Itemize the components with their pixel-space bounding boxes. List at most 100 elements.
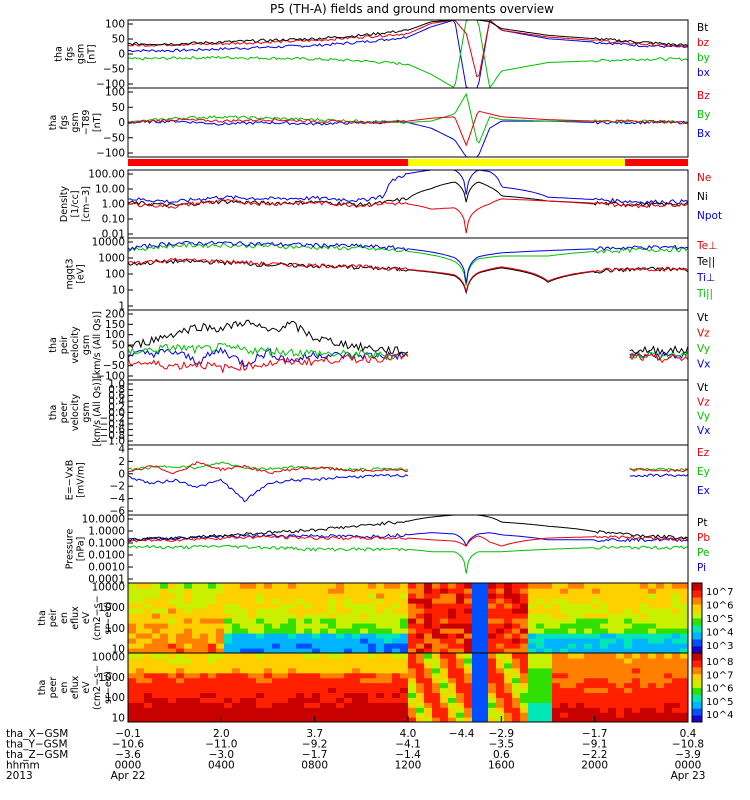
spectrogram-cell xyxy=(184,702,193,708)
spectrogram-cell xyxy=(240,692,249,698)
spectrogram-cell xyxy=(464,653,473,659)
spectrogram-cell xyxy=(632,687,641,694)
spectrogram-cell xyxy=(368,702,377,708)
spectrogram-cell xyxy=(664,677,673,684)
spectrogram-cell xyxy=(584,638,593,644)
spectrogram-cell xyxy=(384,588,393,594)
spectrogram-cell xyxy=(384,598,393,604)
spectrogram-cell xyxy=(152,593,161,599)
spectrogram-cell xyxy=(392,613,401,619)
spectrogram-cell xyxy=(416,613,425,619)
series-line-Vy xyxy=(128,342,688,361)
spectrogram-cell xyxy=(512,653,521,659)
spectrogram-cell xyxy=(312,603,321,609)
spectrogram-cell xyxy=(512,657,521,664)
spectrogram-cell xyxy=(392,672,401,679)
spectrogram-cell xyxy=(392,707,401,713)
spectrogram-cell xyxy=(552,717,561,722)
spectrogram-cell xyxy=(640,628,649,634)
ytick-label: 0 xyxy=(118,117,125,129)
spectrogram-cell xyxy=(464,712,473,718)
spectrogram-cell xyxy=(416,697,425,703)
spectrogram-cell xyxy=(648,717,657,722)
spectrogram-cell xyxy=(368,588,377,594)
spectrogram-cell xyxy=(360,712,369,718)
ephem-value: −11.0 xyxy=(205,739,237,751)
spectrogram-cell xyxy=(128,682,137,689)
spectrogram-cell xyxy=(192,692,201,698)
spectrogram-cell xyxy=(448,712,457,718)
spectrogram-cell xyxy=(496,588,505,594)
spectrogram-cell xyxy=(248,643,257,649)
spectrogram-cell xyxy=(576,633,585,639)
spectrogram-cell xyxy=(472,598,481,604)
spectrogram-cell xyxy=(392,687,401,694)
spectrogram-cell xyxy=(264,638,273,644)
spectrogram-cell xyxy=(640,613,649,619)
spectrogram-cell xyxy=(128,687,137,694)
spectrogram-cell xyxy=(256,638,265,644)
ytick-label: 0.0001 xyxy=(88,574,125,586)
spectrogram-cell xyxy=(504,692,513,698)
spectrogram-cell xyxy=(680,608,688,614)
spectrogram-cell xyxy=(200,702,209,708)
spectrogram-cell xyxy=(200,707,209,713)
spectrogram-cell xyxy=(216,697,225,703)
spectrogram-cell xyxy=(576,682,585,689)
spectrogram-cell xyxy=(216,628,225,634)
spectrogram-cell xyxy=(192,712,201,718)
spectrogram-cell xyxy=(440,692,449,698)
spectrogram-cell xyxy=(128,653,137,659)
spectrogram-cell xyxy=(624,697,633,703)
spectrogram-cell xyxy=(528,638,537,644)
spectrogram-cell xyxy=(448,687,457,694)
spectrogram-cell xyxy=(504,657,513,664)
spectrogram-cell xyxy=(320,692,329,698)
spectrogram-cell xyxy=(400,588,409,594)
spectrogram-cell xyxy=(520,588,529,594)
spectrogram-cell xyxy=(216,692,225,698)
spectrogram-cell xyxy=(464,648,473,653)
ephem-value: −10.8 xyxy=(672,739,704,751)
spectrogram-cell xyxy=(160,613,169,619)
legend-Vt: Vt xyxy=(697,312,708,324)
spectrogram-cell xyxy=(512,662,521,669)
spectrogram-cell xyxy=(608,707,617,713)
spectrogram-cell xyxy=(504,618,513,624)
spectrogram-cell xyxy=(384,613,393,619)
spectrogram-cell xyxy=(232,613,241,619)
spectrogram-cell xyxy=(456,608,465,614)
spectrogram-cell xyxy=(264,672,273,679)
spectrogram-cell xyxy=(208,598,217,604)
spectrogram-cell xyxy=(392,588,401,594)
spectrogram-cell xyxy=(520,692,529,698)
spectrogram-cell xyxy=(352,648,361,653)
spectrogram-cell xyxy=(656,657,665,664)
spectrogram-cell xyxy=(168,643,177,649)
spectrogram-cell xyxy=(656,598,665,604)
spectrogram-cell xyxy=(200,598,209,604)
legend-Vt: Vt xyxy=(697,382,708,394)
spectrogram-cell xyxy=(312,717,321,722)
spectrogram-cell xyxy=(288,638,297,644)
spectrogram-cell xyxy=(648,603,657,609)
spectrogram-cell xyxy=(624,593,633,599)
spectrogram-cell xyxy=(552,643,561,649)
spectrogram-cell xyxy=(296,657,305,664)
spectrogram-cell xyxy=(160,672,169,679)
spectrogram-cell xyxy=(192,613,201,619)
spectrogram-cell xyxy=(400,608,409,614)
spectrogram-cell xyxy=(400,712,409,718)
spectrogram-cell xyxy=(192,603,201,609)
spectrogram-cell xyxy=(304,697,313,703)
spectrogram-cell xyxy=(176,633,185,639)
spectrogram-cell xyxy=(472,687,481,694)
spectrogram-cell xyxy=(384,623,393,629)
legend-Vx: Vx xyxy=(697,359,710,371)
spectrogram-cell xyxy=(624,677,633,684)
spectrogram-cell xyxy=(344,657,353,664)
spectrogram-cell xyxy=(192,633,201,639)
spectrogram-cell xyxy=(200,682,209,689)
spectrogram-cell xyxy=(464,677,473,684)
spectrogram-cell xyxy=(592,687,601,694)
